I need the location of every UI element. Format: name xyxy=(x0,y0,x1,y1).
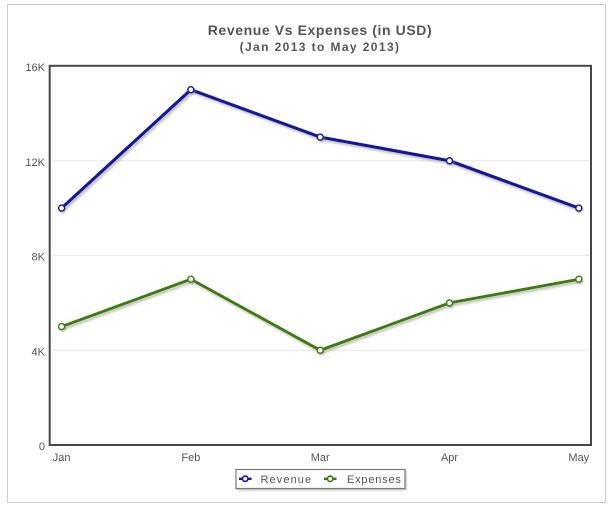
svg-text:Apr: Apr xyxy=(441,452,458,464)
svg-text:May: May xyxy=(568,452,589,464)
svg-text:12K: 12K xyxy=(25,157,45,169)
svg-text:Expenses: Expenses xyxy=(347,474,402,486)
svg-text:Revenue Vs Expenses (in USD): Revenue Vs Expenses (in USD) xyxy=(208,22,433,38)
svg-text:(Jan 2013 to May 2013): (Jan 2013 to May 2013) xyxy=(240,40,401,54)
svg-text:0: 0 xyxy=(39,441,45,453)
svg-text:Feb: Feb xyxy=(181,452,200,464)
svg-text:Revenue: Revenue xyxy=(261,474,313,486)
svg-text:Mar: Mar xyxy=(311,452,330,464)
svg-text:4K: 4K xyxy=(32,346,46,358)
svg-text:Jan: Jan xyxy=(53,452,71,464)
svg-text:16K: 16K xyxy=(25,62,45,74)
svg-text:8K: 8K xyxy=(32,252,46,264)
